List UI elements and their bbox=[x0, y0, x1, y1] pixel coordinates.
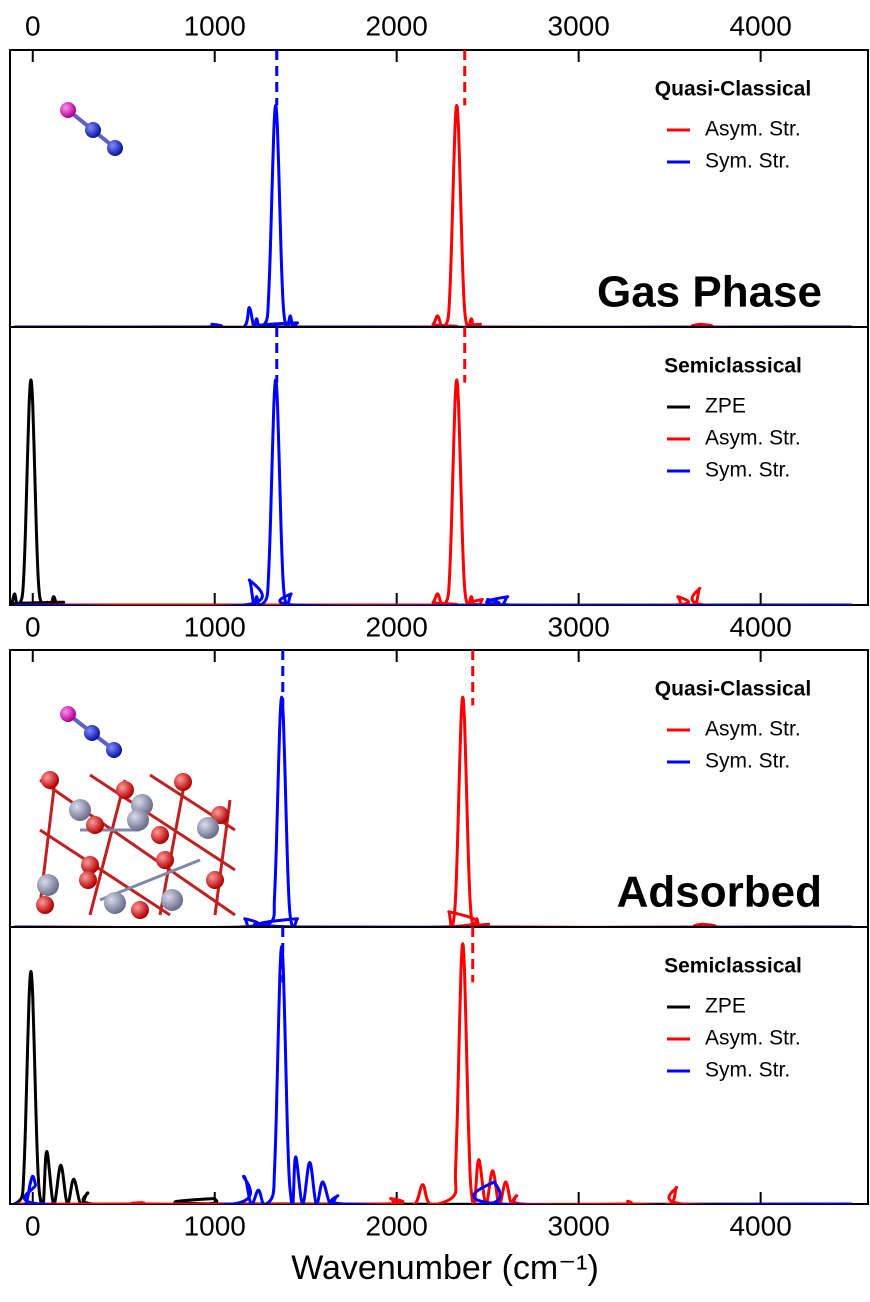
x-tick-label: 1000 bbox=[184, 1210, 246, 1241]
panel: Quasi-Classical Asym. Str. Sym. Str. Adsorb… bbox=[9, 649, 869, 928]
x-tick-label: 0 bbox=[25, 1210, 41, 1241]
legend-label: ZPE bbox=[705, 395, 746, 418]
molecule-gas bbox=[60, 102, 123, 156]
x-tick-label: 4000 bbox=[729, 611, 791, 642]
legend-label: Asym. Str. bbox=[705, 118, 801, 141]
x-tick-label: 2000 bbox=[366, 611, 428, 642]
legend-label: Sym. Str. bbox=[705, 750, 790, 773]
x-tick-label: 4000 bbox=[729, 1210, 791, 1241]
surface bbox=[36, 771, 236, 919]
x-tick-label: 1000 bbox=[184, 611, 246, 642]
legend-title: Semiclassical bbox=[664, 355, 802, 378]
x-tick-label: 1000 bbox=[184, 10, 246, 41]
legend-label: Sym. Str. bbox=[705, 150, 790, 173]
spectrum-line bbox=[10, 378, 852, 605]
panel-annotation: Adsorbed bbox=[617, 868, 822, 917]
legend-label: Sym. Str. bbox=[705, 459, 790, 482]
x-tick-label: 0 bbox=[25, 611, 41, 642]
panel-annotation: Gas Phase bbox=[597, 268, 822, 317]
x-tick-label: 4000 bbox=[729, 10, 791, 41]
x-tick-label: 0 bbox=[25, 10, 41, 41]
x-tick-label: 3000 bbox=[548, 611, 610, 642]
panel: 0 1000 2000 3000 4000 Quasi-Classical Asym. St… bbox=[9, 10, 869, 328]
panel: 0 1000 2000 3000 4000 Semiclassical ZPE Asym. S… bbox=[9, 926, 869, 1287]
spectrum-line bbox=[14, 378, 852, 605]
spectrum-line bbox=[13, 969, 852, 1204]
x-axis-label: Wavenumber (cm⁻¹) bbox=[291, 1249, 599, 1287]
legend-label: Asym. Str. bbox=[705, 427, 801, 450]
molecule-adsorbed bbox=[60, 706, 122, 758]
panel: 0 1000 2000 3000 4000 Semiclassical ZPE Asym. S… bbox=[9, 326, 869, 642]
spectrum-line bbox=[14, 942, 852, 1204]
x-tick-label: 2000 bbox=[366, 1210, 428, 1241]
spectrum-line bbox=[14, 695, 852, 927]
legend-label: Sym. Str. bbox=[705, 1059, 790, 1082]
x-tick-label: 3000 bbox=[548, 10, 610, 41]
legend-label: ZPE bbox=[705, 995, 746, 1018]
x-tick-label: 2000 bbox=[366, 10, 428, 41]
legend-title: Quasi-Classical bbox=[655, 678, 811, 701]
x-tick-label: 3000 bbox=[548, 1210, 610, 1241]
legend-label: Asym. Str. bbox=[705, 718, 801, 741]
legend-label: Asym. Str. bbox=[705, 1027, 801, 1050]
legend-title: Semiclassical bbox=[664, 955, 802, 978]
legend-title: Quasi-Classical bbox=[655, 78, 811, 101]
spectrum-line bbox=[14, 944, 852, 1204]
spectrum-line bbox=[14, 103, 852, 327]
spectrum-line bbox=[14, 378, 852, 605]
